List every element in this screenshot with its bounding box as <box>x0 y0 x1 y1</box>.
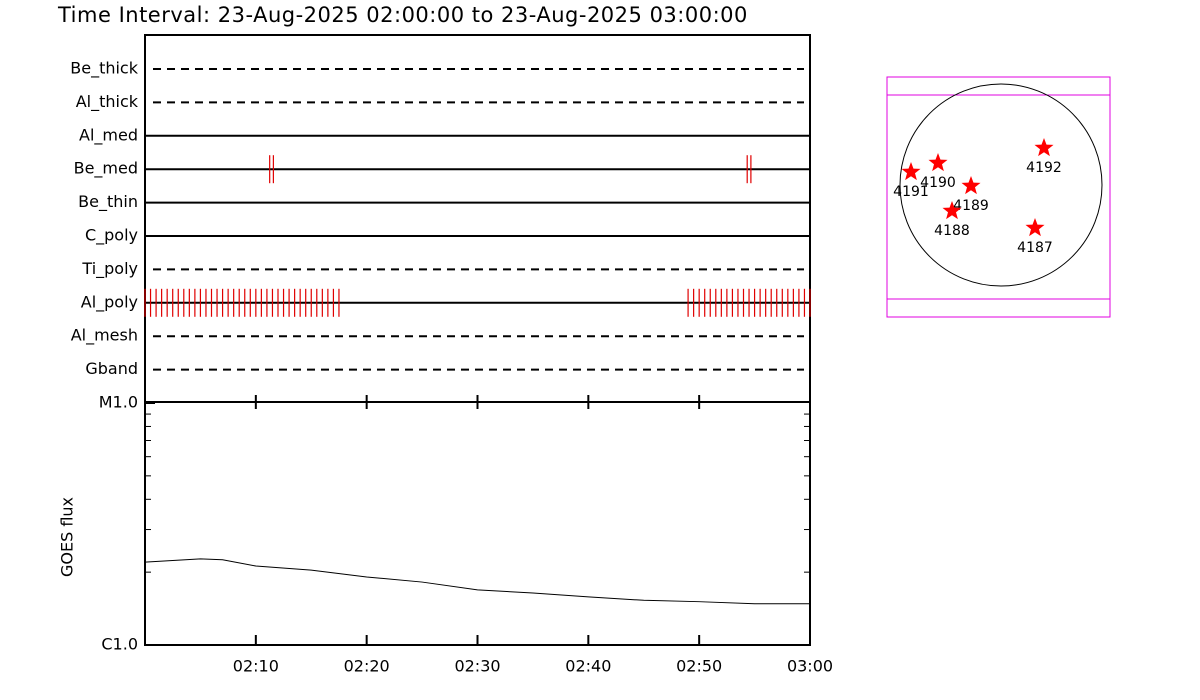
filter-label: Be_thin <box>78 192 138 212</box>
region-label: 4187 <box>1017 240 1053 256</box>
x-tick-label: 02:20 <box>344 657 390 676</box>
region-marker <box>928 153 948 172</box>
y-tick-label: M1.0 <box>99 393 138 412</box>
x-tick-label: 02:40 <box>565 657 611 676</box>
filter-label: Al_thick <box>76 92 139 112</box>
x-tick-label: 02:30 <box>454 657 500 676</box>
x-tick-label: 03:00 <box>787 657 833 676</box>
region-marker <box>961 176 981 195</box>
region-marker <box>942 201 962 220</box>
y-tick-label: C1.0 <box>101 635 138 654</box>
x-tick-label: 02:50 <box>676 657 722 676</box>
x-tick-label: 02:10 <box>233 657 279 676</box>
filter-label: Ti_poly <box>81 259 138 279</box>
timeline-frame <box>144 34 811 403</box>
filter-label: Al_med <box>79 125 138 145</box>
filter-label: Be_thick <box>70 59 138 79</box>
filter-label: C_poly <box>85 226 138 246</box>
filter-label: Al_mesh <box>71 326 138 346</box>
region-marker <box>1034 138 1054 157</box>
filter-label: Gband <box>85 359 138 378</box>
filter-label: Be_med <box>74 159 138 179</box>
page-title: Time Interval: 23-Aug-2025 02:00:00 to 2… <box>57 3 748 27</box>
goes-frame <box>144 401 811 646</box>
goes-flux-line <box>144 558 810 605</box>
y-axis-label: GOES flux <box>58 497 77 577</box>
filter-label: Al_poly <box>81 292 138 312</box>
region-label: 4191 <box>893 184 929 200</box>
region-marker <box>1025 218 1045 237</box>
fov-box-inner <box>886 94 1111 300</box>
region-label: 4188 <box>934 223 970 239</box>
region-marker <box>901 162 921 181</box>
solar-disk <box>899 83 1103 287</box>
region-label: 4192 <box>1026 160 1062 176</box>
region-label: 4190 <box>920 175 956 191</box>
region-label: 4189 <box>953 198 989 214</box>
